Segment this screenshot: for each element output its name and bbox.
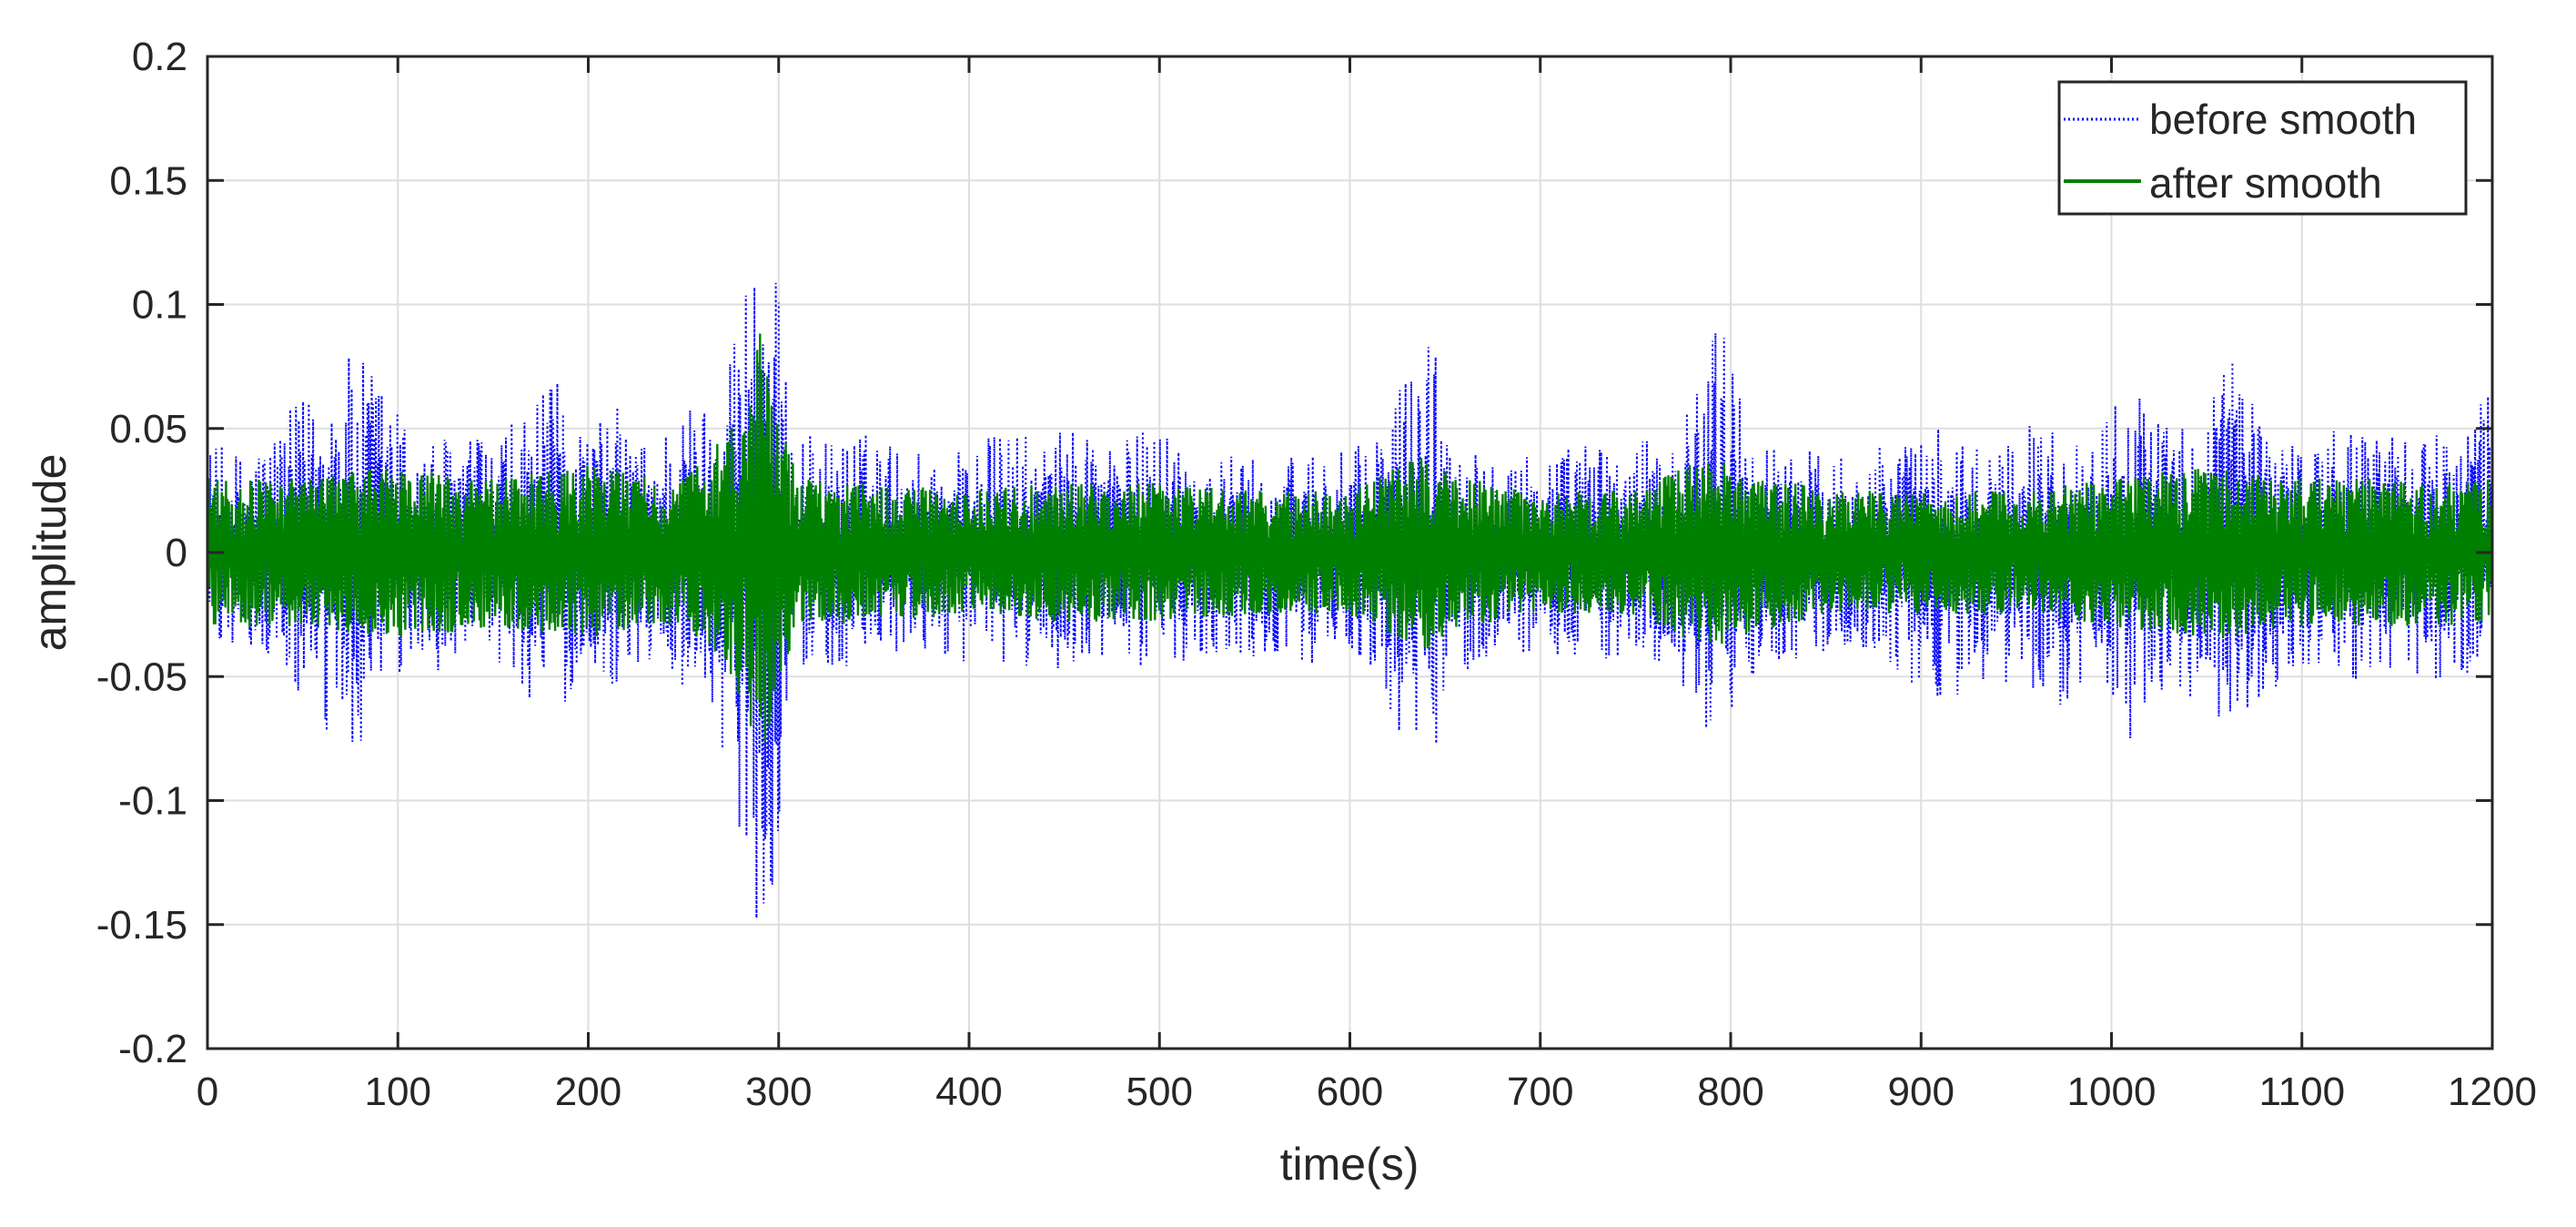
legend-box [2057,80,2468,216]
x-tick-label: 900 [1888,1070,1955,1114]
y-tick-label: 0.2 [132,35,187,79]
x-tick-label: 1200 [2448,1070,2537,1114]
x-tick-label: 100 [365,1070,431,1114]
x-tick-label: 300 [745,1070,812,1114]
series-after-smooth [206,333,2494,743]
y-tick-label: 0 [166,531,187,575]
series-line [206,333,2494,743]
x-tick-labels: 0 100 200 300 400 500 600 700 800 900 1000 1100 1200 [197,1070,2537,1114]
x-tick-label: 200 [555,1070,621,1114]
x-tick-label: 1000 [2067,1070,2157,1114]
y-tick-label: -0.05 [96,654,187,699]
x-tick-label: 500 [1126,1070,1193,1114]
x-tick-label: 600 [1317,1070,1383,1114]
y-tick-label: 0.05 [109,407,187,451]
x-tick-label: 0 [197,1070,218,1114]
x-axis-label: time(s) [1280,1139,1419,1190]
legend: before smooth after smooth [2057,80,2468,216]
ticks [206,55,2494,1050]
y-tick-label: -0.2 [118,1027,187,1071]
y-tick-label: -0.1 [118,779,187,824]
legend-label-before-smooth: before smooth [2149,96,2417,143]
y-tick-labels: -0.2 -0.15 -0.1 -0.05 0 0.05 0.1 0.15 0.2 [96,35,187,1071]
y-tick-label: -0.15 [96,903,187,948]
y-tick-label: 0.15 [109,158,187,203]
y-tick-label: 0.1 [132,283,187,328]
x-tick-label: 700 [1507,1070,1573,1114]
legend-label-after-smooth: after smooth [2149,159,2382,207]
x-tick-label: 400 [935,1070,1002,1114]
y-axis-label: amplitude [25,454,76,652]
x-tick-label: 800 [1697,1070,1763,1114]
x-tick-label: 1100 [2258,1070,2345,1114]
